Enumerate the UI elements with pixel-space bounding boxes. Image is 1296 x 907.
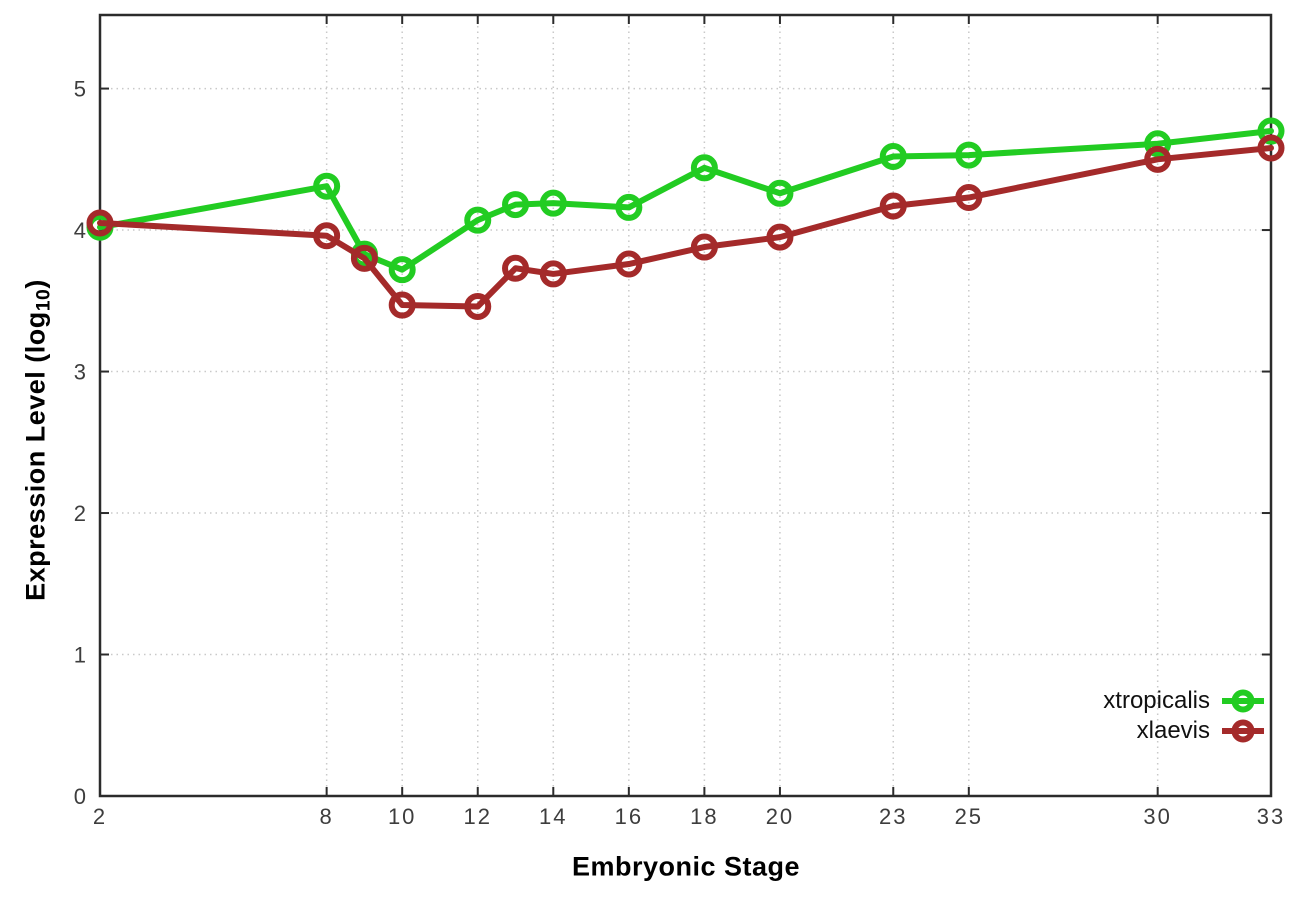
legend: xtropicalis xlaevis [1103,687,1266,744]
data-point-xtropicalis-stage-20 [766,179,794,207]
gridlines [100,15,1271,796]
series-xtropicalis [86,117,1285,284]
svg-text:3: 3 [74,360,86,385]
data-point-xtropicalis-stage-23 [879,142,907,170]
legend-marker-xlaevis-icon [1222,719,1264,742]
y-axis-title-text: Expression Level (log [20,311,51,601]
svg-text:16: 16 [615,804,643,829]
legend-label-xlaevis: xlaevis [1136,716,1210,744]
y-axis-title: Expression Level (log10) [20,279,55,601]
svg-text:2: 2 [74,501,86,526]
axis-ticks [99,15,1272,797]
data-point-xlaevis-stage-2 [86,209,114,237]
data-point-xtropicalis-stage-14 [539,189,567,217]
svg-text:2: 2 [93,804,107,829]
data-point-xtropicalis-stage-30 [1144,130,1172,158]
legend-item-xtropicalis: xtropicalis [1103,687,1266,714]
data-point-xlaevis-stage-25 [955,184,983,212]
data-point-xtropicalis-stage-13 [502,191,530,219]
legend-label-xtropicalis: xtropicalis [1103,686,1210,714]
data-point-xtropicalis-stage-8 [313,172,341,200]
series-xlaevis [86,134,1285,320]
svg-text:25: 25 [955,804,983,829]
data-point-xlaevis-stage-30 [1144,145,1172,173]
series-line-xlaevis [97,144,1274,310]
x-axis-title: Embryonic Stage [571,851,801,882]
data-point-xlaevis-stage-33 [1257,134,1285,162]
data-point-xlaevis-stage-14 [539,260,567,288]
plot-border [98,13,1273,798]
svg-text:10: 10 [388,804,416,829]
data-point-xlaevis-stage-10 [388,291,416,319]
y-tick-labels: 0 1 2 3 4 5 [74,77,86,809]
svg-text:4: 4 [74,218,86,243]
y-axis-title-subscript: 10 [32,288,55,312]
data-point-xtropicalis-stage-33 [1257,117,1285,145]
data-point-xlaevis-stage-9 [350,244,378,272]
svg-text:20: 20 [766,804,794,829]
data-point-xtropicalis-stage-18 [690,154,718,182]
svg-text:14: 14 [539,804,567,829]
svg-text:0: 0 [74,784,86,809]
y-axis-title-suffix: ) [20,279,51,289]
legend-item-xlaevis: xlaevis [1103,717,1266,744]
svg-text:30: 30 [1143,804,1171,829]
svg-text:23: 23 [879,804,907,829]
data-point-xtropicalis-stage-12 [464,206,492,234]
svg-text:8: 8 [320,804,334,829]
legend-marker-xtropicalis-icon [1222,689,1264,712]
data-point-xtropicalis-stage-25 [955,141,983,169]
svg-text:12: 12 [463,804,491,829]
svg-text:5: 5 [74,77,86,102]
data-point-xlaevis-stage-8 [313,222,341,250]
data-point-xlaevis-stage-18 [690,233,718,261]
data-point-xlaevis-stage-12 [464,292,492,320]
data-point-xtropicalis-stage-16 [615,193,643,221]
data-point-xlaevis-stage-23 [879,192,907,220]
x-tick-labels: 2 8 10 12 14 16 18 20 23 25 30 33 [93,804,1285,829]
svg-text:33: 33 [1257,804,1285,829]
data-point-xlaevis-stage-13 [502,254,530,282]
svg-text:18: 18 [690,804,718,829]
data-point-xlaevis-stage-20 [766,223,794,251]
data-point-xtropicalis-stage-10 [388,256,416,284]
data-point-xlaevis-stage-16 [615,250,643,278]
svg-text:1: 1 [74,643,86,668]
